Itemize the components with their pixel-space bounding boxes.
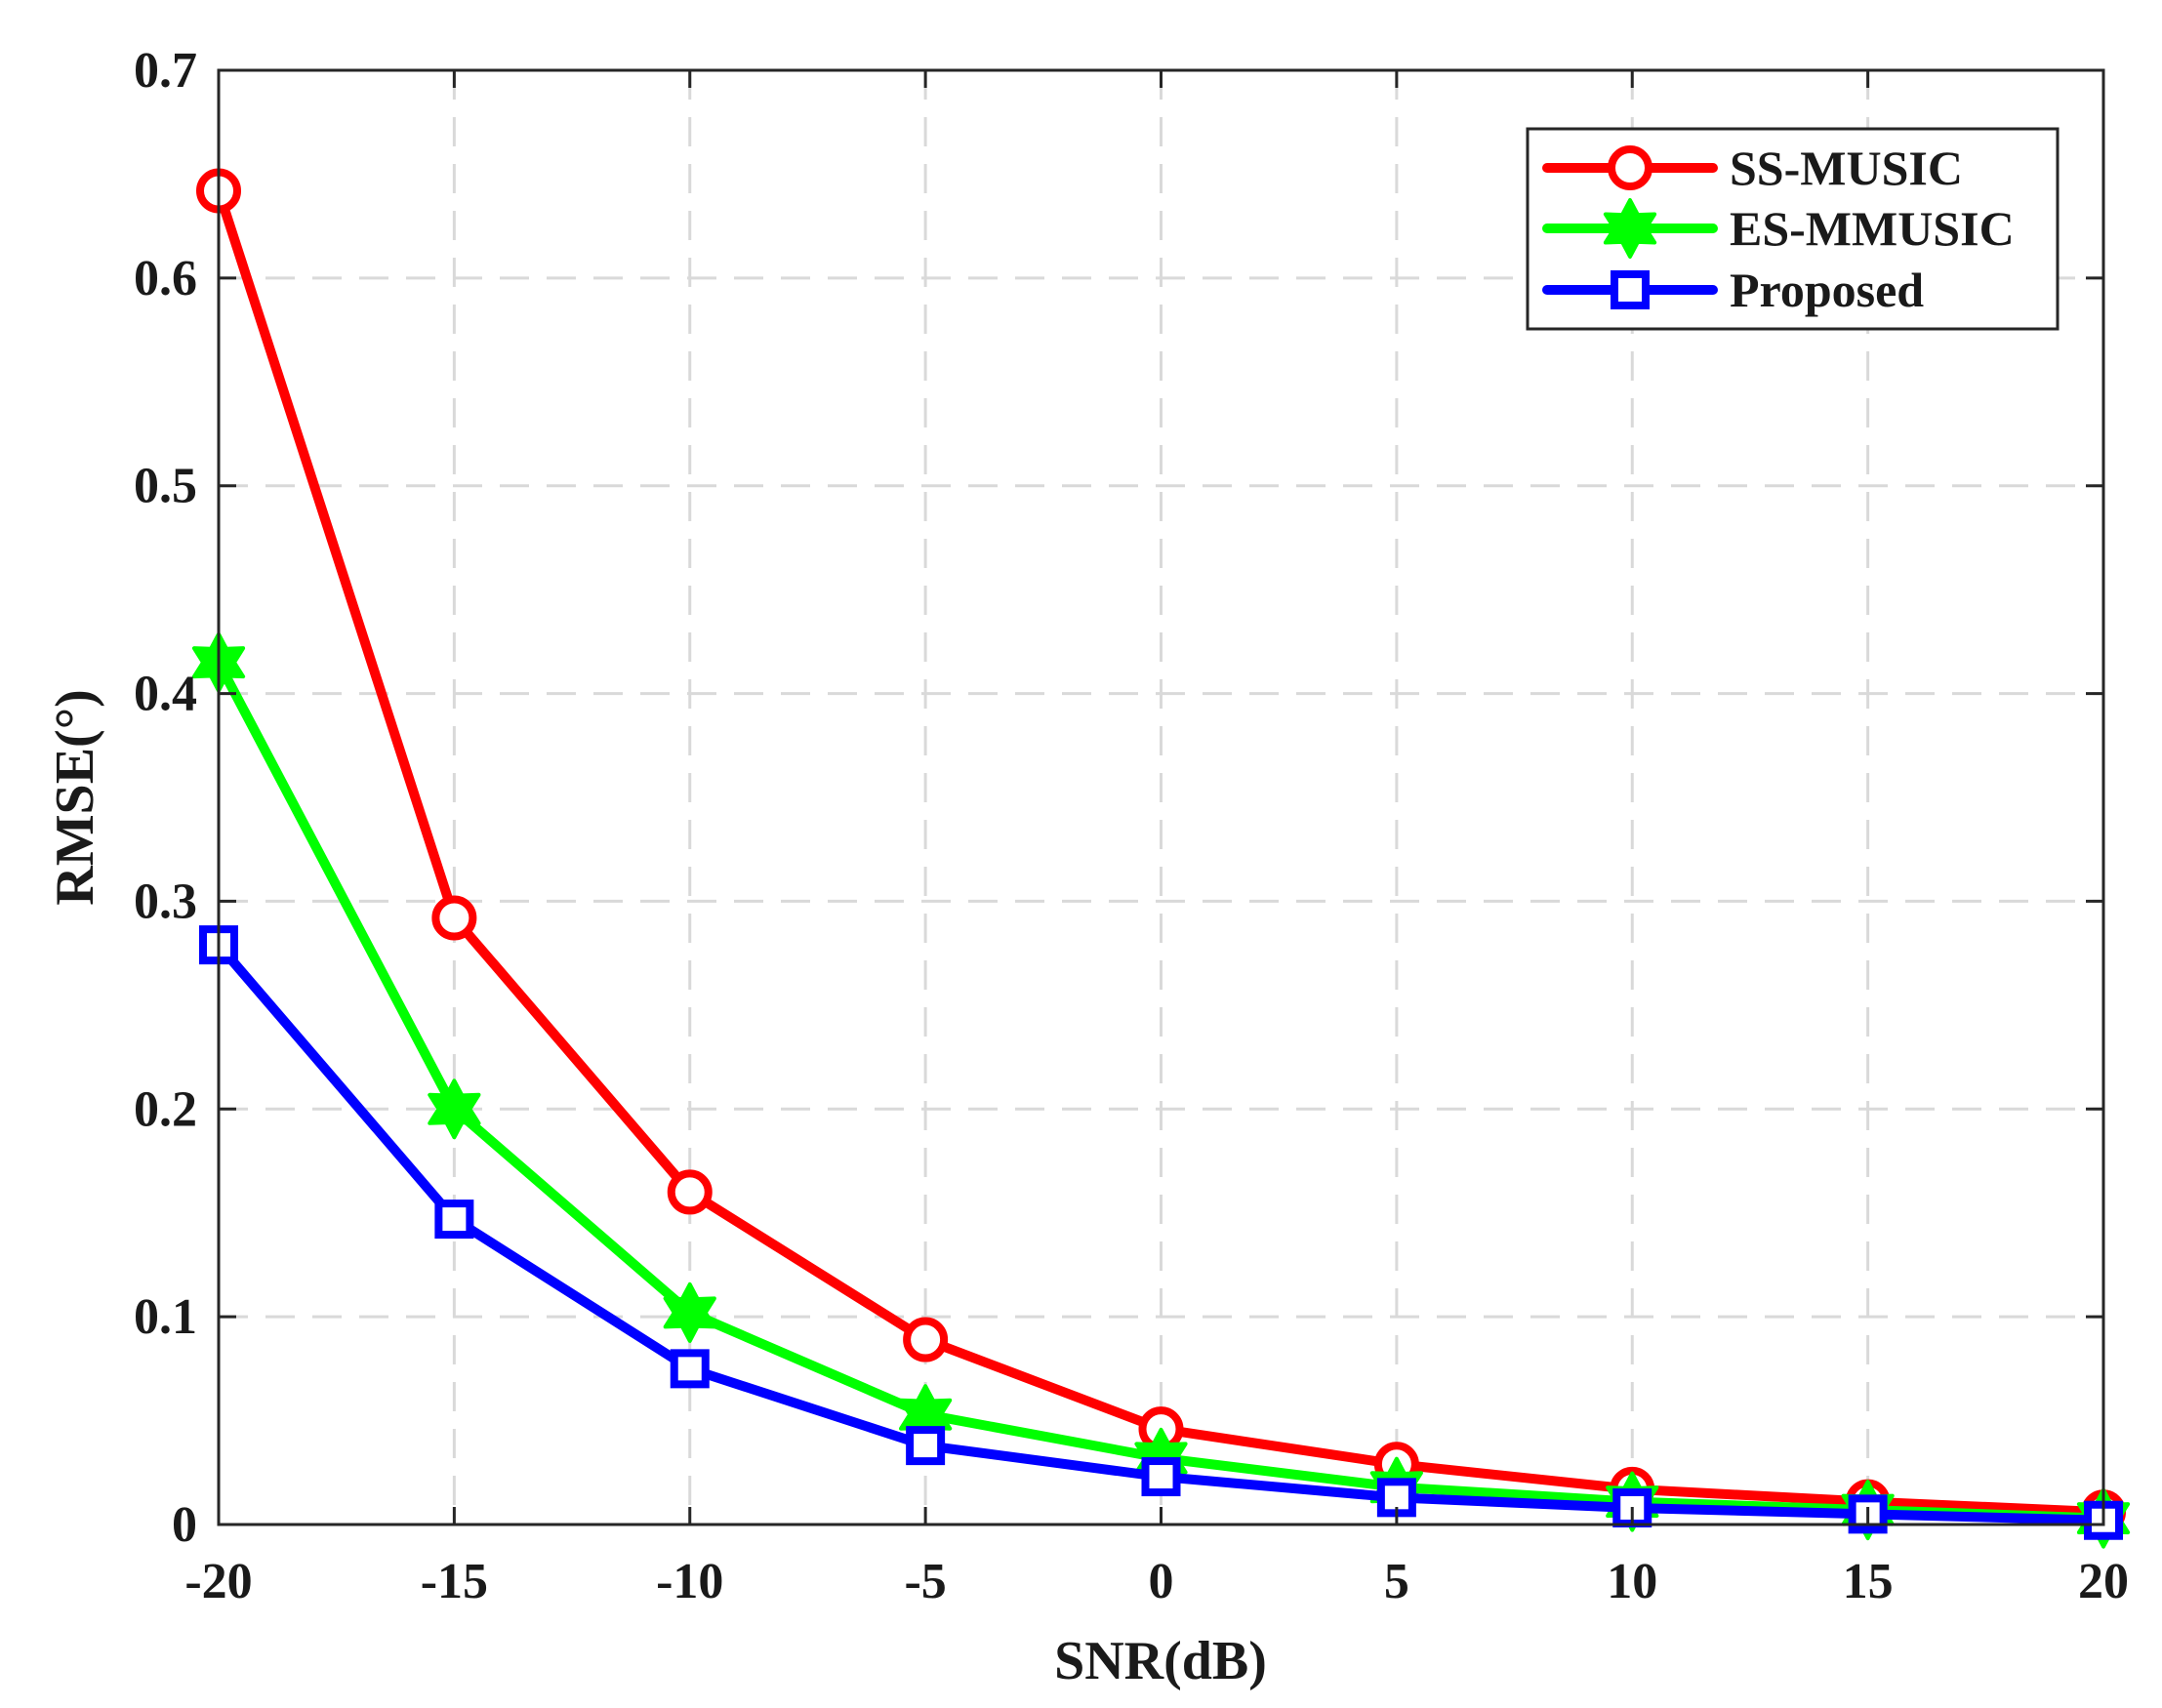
x-ticks: -20 -15 -10 -5 0 5 10 15 20: [184, 70, 2129, 1609]
data-point: [434, 1200, 474, 1240]
grid: [219, 70, 2103, 1525]
x-tick-label: -15: [421, 1554, 488, 1609]
y-ticks: 0 0.1 0.2 0.3 0.4 0.5 0.6 0.7: [134, 43, 2103, 1553]
y-tick-label: 0.7: [134, 43, 197, 99]
x-axis-label: SNR(dB): [1054, 1631, 1267, 1691]
data-point: [670, 1349, 710, 1389]
data-point: [428, 1078, 481, 1140]
y-tick-label: 0.2: [134, 1081, 197, 1137]
x-tick-label: 20: [2078, 1554, 2129, 1609]
data-point: [663, 1281, 716, 1343]
data-point: [431, 895, 477, 941]
y-tick-label: 0.4: [134, 667, 197, 722]
series-layer: [191, 168, 2131, 1549]
data-point: [903, 1317, 949, 1362]
x-tick-label: 0: [1149, 1554, 1174, 1609]
data-point: [667, 1169, 713, 1215]
legend-marker: [1603, 198, 1657, 259]
legend-label: ES-MMUSIC: [1730, 201, 2015, 256]
data-point: [906, 1426, 946, 1466]
legend-label: SS-MUSIC: [1730, 141, 1963, 195]
y-tick-label: 0.1: [134, 1289, 197, 1345]
y-tick-label: 0.3: [134, 874, 197, 929]
x-tick-label: 5: [1384, 1554, 1409, 1609]
legend-label: Proposed: [1730, 263, 1924, 317]
y-tick-label: 0.6: [134, 251, 197, 306]
x-tick-label: -10: [656, 1554, 723, 1609]
legend-entry: ES-MMUSIC: [1542, 198, 2015, 259]
legend-marker: [1611, 270, 1650, 309]
series-proposed: [199, 925, 2123, 1540]
y-axis-label: RMSE(°): [45, 689, 105, 905]
legend-marker: [1608, 145, 1652, 190]
legend-entry: Proposed: [1542, 263, 1924, 317]
x-tick-label: 15: [1843, 1554, 1894, 1609]
legend: SS-MUSIC ES-MMUSIC Proposed: [1526, 127, 2060, 331]
y-tick-label: 0.5: [134, 459, 197, 514]
x-tick-label: -20: [184, 1554, 252, 1609]
x-tick-label: -5: [904, 1554, 946, 1609]
data-point: [1141, 1457, 1181, 1497]
x-tick-label: 10: [1607, 1554, 1657, 1609]
y-tick-label: 0: [172, 1497, 197, 1553]
legend-entry: SS-MUSIC: [1542, 141, 1963, 195]
